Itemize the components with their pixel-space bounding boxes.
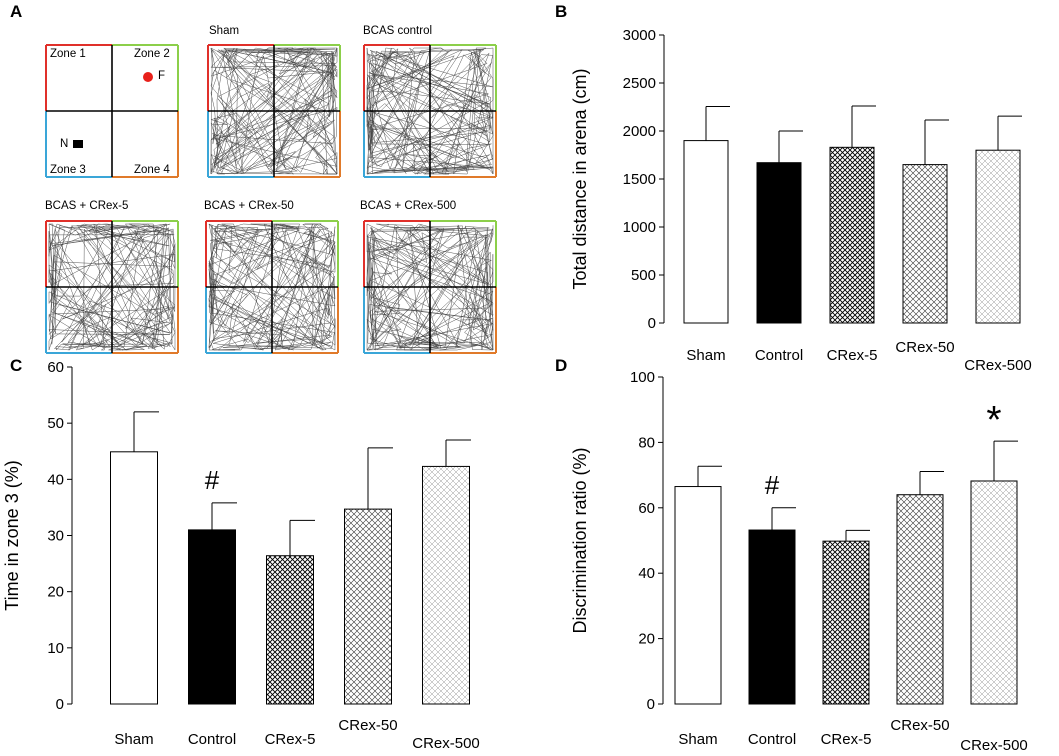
x-tick-label-sham: Sham [686,347,725,364]
bar-crex-500 [970,480,1018,705]
y-tick-label: 2000 [623,123,656,140]
bar-crex-5 [829,146,875,324]
zone-schematic [45,44,179,178]
bar-sham [674,486,722,705]
y-tick-label: 40 [47,471,64,488]
y-tick-label: 80 [638,434,655,451]
y-tick-label: 2500 [623,75,656,92]
panel-letter-b: B [555,2,568,21]
y-tick-label: 40 [638,565,655,582]
arena-crex-50 [205,220,339,354]
bar-control [756,162,802,324]
x-tick-label-crex-500: CRex-500 [964,357,1032,374]
zone-3-label: Zone 3 [50,164,86,176]
y-tick-label: 0 [648,315,656,332]
y-tick-label: 3000 [623,27,656,44]
y-axis: 0 500 1000 1500 2000 2500 3000 [623,27,665,332]
zone-2-label: Zone 2 [134,48,170,60]
arena-title-crex-5: BCAS + CRex-5 [45,200,129,212]
chart-discrimination-ratio: 0 20 40 60 80 100 Discrimination ratio (%) Sham… [570,369,1028,754]
arena-title-crex-50: BCAS + CRex-50 [204,200,294,212]
x-tick-label-crex-50: CRex-50 [338,717,397,734]
panel-letter-d: D [555,356,568,375]
bar-crex-5 [266,555,314,705]
bar-crex-500 [975,149,1021,324]
x-tick-label-crex-500: CRex-500 [412,735,480,752]
y-tick-label: 0 [56,696,64,713]
panel-letter-c: C [10,356,23,375]
x-tick-label-control: Control [755,347,803,364]
x-tick-label-sham: Sham [114,731,153,748]
bar-crex-50 [902,164,948,324]
familiar-object-label: F [158,70,166,82]
bar-crex-50 [896,494,944,705]
arena-crex-5 [45,220,179,354]
x-tick-label-control: Control [748,731,796,748]
y-axis-title: Discrimination ratio (%) [570,447,590,633]
y-tick-label: 100 [630,369,655,386]
significance-marker-control: # [205,465,220,495]
bar-sham [110,451,158,705]
y-axis: 0 20 40 60 80 100 [630,369,664,713]
y-tick-label: 50 [47,415,64,432]
zone-1-label: Zone 1 [50,48,86,60]
y-tick-label: 0 [647,696,655,713]
y-tick-label: 1000 [623,219,656,236]
familiar-object-dot [143,72,153,82]
y-axis: 0 10 20 30 40 50 60 [47,359,73,713]
bar-crex-50 [344,508,392,705]
y-axis-title: Time in zone 3 (%) [2,460,22,610]
y-tick-label: 30 [47,528,64,545]
x-tick-label-crex-5: CRex-5 [821,731,872,748]
novel-object-square [73,140,83,148]
y-tick-label: 1500 [623,171,656,188]
x-tick-label-sham: Sham [678,731,717,748]
y-axis-title: Total distance in arena (cm) [570,68,590,289]
bar-crex-500 [422,465,470,705]
x-tick-label-crex-50: CRex-50 [890,717,949,734]
arena-title-crex-500: BCAS + CRex-500 [360,200,457,212]
bar-sham [683,140,729,324]
y-tick-label: 60 [47,359,64,376]
bar-control [748,529,796,705]
novel-object-label: N [60,138,69,150]
significance-marker-crex-500: * [986,399,1001,442]
arena-sham [207,44,341,178]
arena-title-bcas-control: BCAS control [363,25,433,37]
significance-marker-control: # [765,470,780,500]
arena-crex-500 [363,220,497,354]
x-tick-label-crex-5: CRex-5 [265,731,316,748]
bar-crex-5 [822,540,870,705]
x-tick-label-control: Control [188,731,236,748]
bar-control [188,529,236,705]
arena-bcas-control [363,44,497,178]
x-tick-label-crex-50: CRex-50 [895,339,954,356]
zone-4-label: Zone 4 [134,164,170,176]
x-tick-label-crex-500: CRex-500 [960,737,1028,754]
y-tick-label: 20 [47,584,64,601]
y-tick-label: 10 [47,640,64,657]
arena-title-sham: Sham [209,25,240,37]
panel-letter-a: A [10,2,23,21]
x-tick-label-crex-5: CRex-5 [827,347,878,364]
y-tick-label: 60 [638,500,655,517]
y-tick-label: 20 [638,631,655,648]
chart-total-distance: 0 500 1000 1500 2000 2500 3000 Total distance i… [570,27,1032,374]
chart-time-in-zone-3: 0 10 20 30 40 50 60 Time in zone 3 (%) Sham Contr… [2,359,480,752]
y-tick-label: 500 [631,267,656,284]
